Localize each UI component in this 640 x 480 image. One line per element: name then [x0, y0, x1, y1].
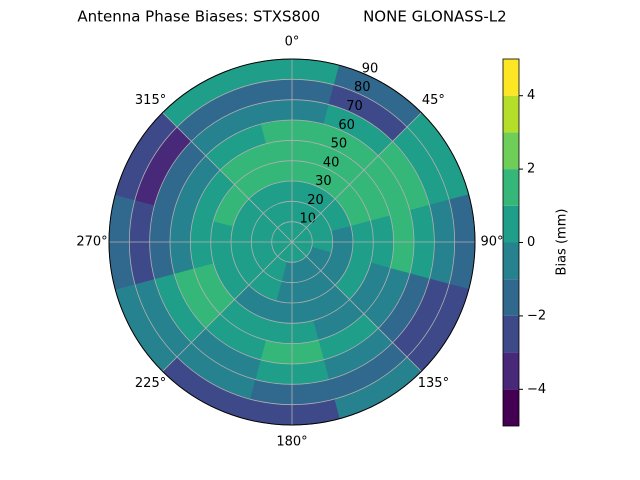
r-tick-label: 70: [346, 99, 363, 114]
r-tick-label: 40: [323, 155, 340, 170]
r-tick-label: 30: [315, 174, 332, 189]
colorbar-tick-label: 2: [527, 162, 535, 177]
colorbar-band: [503, 95, 519, 133]
colorbar-tick-label: 4: [527, 88, 535, 103]
r-tick-label: 10: [300, 212, 317, 227]
theta-tick-label: 45°: [422, 93, 445, 108]
colorbar-tick-label: −2: [527, 308, 546, 323]
polar-frame: [108, 58, 476, 426]
grid-spoke: [291, 241, 422, 372]
r-tick-label: 20: [307, 193, 324, 208]
colorbar-band: [503, 132, 519, 170]
theta-tick-label: 135°: [418, 376, 449, 391]
theta-tick-label: 90°: [480, 235, 503, 250]
colorbar-tick-label: 0: [527, 235, 535, 250]
grid-spoke: [162, 112, 293, 243]
theta-tick-label: 270°: [76, 235, 107, 250]
colorbar-band: [503, 59, 519, 96]
theta-tick-label: 225°: [135, 376, 166, 391]
theta-tick-label: 315°: [135, 93, 166, 108]
colorbar-tick-label: −4: [527, 382, 546, 397]
r-tick-label: 50: [331, 137, 348, 152]
r-tick-label: 80: [354, 80, 371, 95]
grid-spoke: [291, 112, 422, 243]
r-tick-label: 60: [338, 118, 355, 133]
chart-title: Antenna Phase Biases: STXS800 NONE GLONA…: [77, 8, 506, 26]
colorbar-band: [503, 169, 519, 206]
colorbar-band: [503, 242, 519, 280]
theta-tick-label: 180°: [276, 435, 307, 450]
colorbar-band: [503, 279, 519, 316]
colorbar-band: [503, 389, 519, 426]
r-tick-label: 90: [362, 61, 379, 76]
colorbar-band: [503, 205, 519, 243]
theta-tick-label: 0°: [285, 35, 300, 50]
grid-spoke: [162, 241, 293, 372]
colorbar-label: Bias (mm): [555, 209, 570, 276]
colorbar-band: [503, 352, 519, 390]
colorbar-band: [503, 315, 519, 353]
